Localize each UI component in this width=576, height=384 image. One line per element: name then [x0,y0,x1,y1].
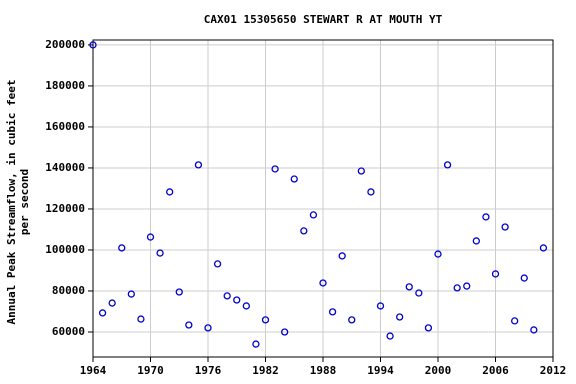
y-tick-label: 60000 [52,325,85,338]
point [530,326,538,334]
point [185,321,193,329]
point [434,250,442,258]
y-tick-label: 120000 [45,202,85,215]
point [290,175,298,183]
y-tick-label: 200000 [45,38,85,51]
point [357,167,365,175]
point [98,309,107,317]
x-tick-label: 1970 [137,364,164,377]
point [396,313,404,321]
point [166,188,174,196]
point [319,279,327,287]
x-tick-label: 1988 [310,364,337,377]
point [520,274,528,282]
y-tick-label: 100000 [45,243,85,256]
x-tick-label: 2006 [482,364,509,377]
point [300,227,308,235]
point [539,244,548,252]
y-tick-label: 160000 [45,120,85,133]
point [376,302,385,310]
y-axis-label: per second [18,169,31,235]
point [127,290,135,298]
point [271,165,279,173]
point [367,188,375,196]
point [252,340,260,348]
x-tick-label: 1976 [195,364,222,377]
point [156,249,164,257]
point [424,324,433,332]
point [146,233,155,241]
y-tick-label: 140000 [45,161,85,174]
point [108,299,116,307]
x-tick-label: 2012 [540,364,567,377]
point [511,317,519,325]
point [415,289,423,297]
point [482,213,490,221]
point [348,316,356,324]
point [328,308,337,316]
point [261,316,270,324]
point [453,284,461,292]
chart-title: CAX01 15305650 STEWART R AT MOUTH YT [204,13,443,26]
y-axis-label: Annual Peak Streamflow, in cubic feet [5,79,18,324]
point [443,161,452,169]
point [204,324,212,332]
point [118,244,126,252]
point [223,292,231,300]
x-tick-label: 2000 [425,364,452,377]
point [233,296,241,304]
y-tick-label: 180000 [45,79,85,92]
point [501,223,509,231]
point [405,283,413,291]
point [309,211,318,219]
x-tick-label: 1994 [367,364,394,377]
point [338,252,346,260]
point [386,332,394,340]
point [463,282,471,290]
point [491,270,500,278]
x-tick-label: 1982 [252,364,279,377]
point [89,41,97,49]
y-tick-label: 80000 [52,284,85,297]
point [194,161,203,169]
point [137,315,145,323]
point [472,237,480,245]
point [281,328,289,336]
point [242,302,250,310]
plot-frame [92,39,554,358]
x-tick-label: 1964 [80,364,107,377]
point [175,288,183,296]
point [213,260,222,268]
